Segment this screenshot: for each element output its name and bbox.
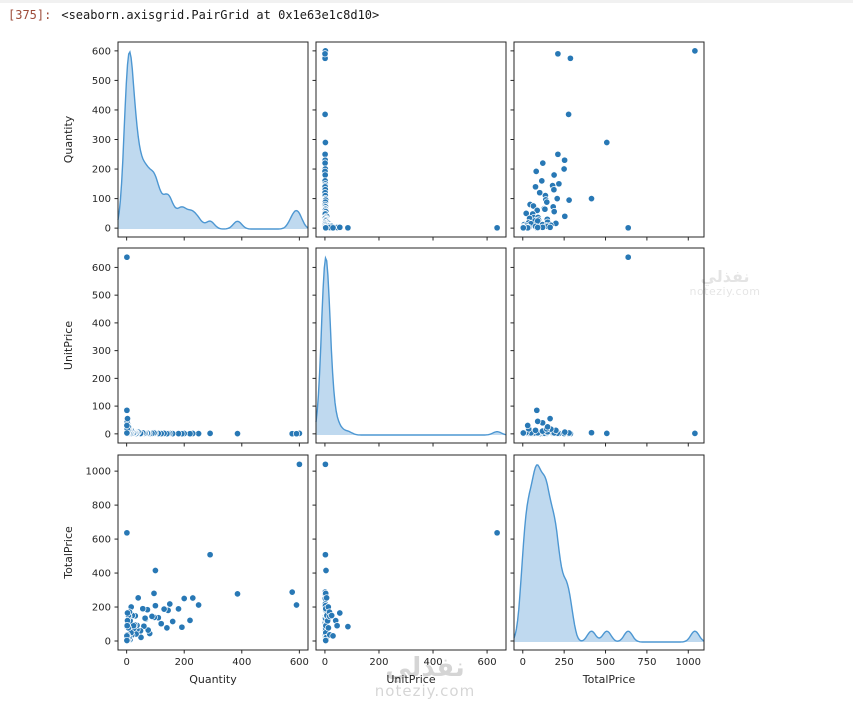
svg-text:100: 100: [92, 194, 111, 205]
svg-text:Quantity: Quantity: [189, 673, 237, 686]
svg-text:UnitPrice: UnitPrice: [62, 321, 75, 370]
pairgrid-figure: 0 100 200 300 400 500 600 0 100 200 300 400 500 600 0 2…: [0, 30, 760, 700]
svg-text:500: 500: [92, 291, 111, 302]
svg-text:300: 300: [92, 346, 111, 357]
output-line: [375]: <seaborn.axisgrid.PairGrid at 0x1e…: [8, 8, 379, 22]
svg-text:400: 400: [232, 657, 251, 668]
svg-text:400: 400: [92, 318, 111, 329]
svg-text:200: 200: [92, 374, 111, 385]
svg-text:300: 300: [92, 135, 111, 146]
svg-text:1000: 1000: [86, 467, 111, 478]
svg-text:TotalPrice: TotalPrice: [62, 526, 75, 580]
svg-text:0: 0: [105, 636, 111, 647]
svg-text:200: 200: [92, 165, 111, 176]
svg-text:500: 500: [92, 76, 111, 87]
output-prompt: [375]:: [8, 8, 52, 22]
svg-text:100: 100: [92, 402, 111, 413]
svg-text:600: 600: [92, 46, 111, 57]
svg-text:1000: 1000: [676, 657, 701, 668]
svg-text:600: 600: [92, 263, 111, 274]
svg-text:750: 750: [637, 657, 656, 668]
svg-text:0: 0: [322, 657, 328, 668]
svg-text:600: 600: [92, 535, 111, 546]
svg-text:500: 500: [596, 657, 615, 668]
svg-text:200: 200: [175, 657, 194, 668]
svg-text:400: 400: [92, 105, 111, 116]
svg-text:200: 200: [369, 657, 388, 668]
svg-text:600: 600: [478, 657, 497, 668]
cell-top-divider: [0, 0, 853, 3]
svg-text:Quantity: Quantity: [62, 115, 75, 163]
svg-text:0: 0: [105, 224, 111, 235]
svg-text:200: 200: [92, 603, 111, 614]
output-repr-text: <seaborn.axisgrid.PairGrid at 0x1e63e1c8…: [61, 8, 380, 22]
svg-text:UnitPrice: UnitPrice: [386, 673, 435, 686]
svg-text:250: 250: [555, 657, 574, 668]
svg-text:600: 600: [290, 657, 309, 668]
svg-text:TotalPrice: TotalPrice: [582, 673, 636, 686]
svg-text:0: 0: [123, 657, 129, 668]
svg-text:0: 0: [105, 429, 111, 440]
svg-text:0: 0: [520, 657, 526, 668]
svg-text:400: 400: [92, 569, 111, 580]
svg-text:800: 800: [92, 501, 111, 512]
svg-text:400: 400: [423, 657, 442, 668]
pairgrid-chart: 0 100 200 300 400 500 600 0 100 200 300 400 500 600 0 2…: [62, 41, 705, 686]
